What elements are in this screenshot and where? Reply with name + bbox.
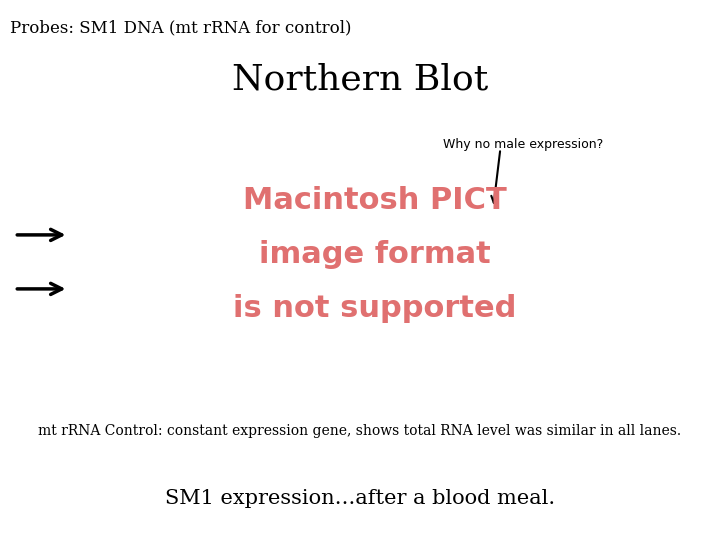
Text: Why no male expression?: Why no male expression? (443, 138, 603, 151)
Text: image format: image format (258, 240, 490, 269)
Text: mt rRNA Control: constant expression gene, shows total RNA level was similar in : mt rRNA Control: constant expression gen… (38, 424, 682, 438)
Text: Northern Blot: Northern Blot (232, 62, 488, 96)
Text: Macintosh PICT: Macintosh PICT (243, 186, 506, 215)
Text: SM1 expression…after a blood meal.: SM1 expression…after a blood meal. (165, 489, 555, 508)
Text: is not supported: is not supported (233, 294, 516, 323)
Text: Probes: SM1 DNA (mt rRNA for control): Probes: SM1 DNA (mt rRNA for control) (10, 19, 351, 36)
